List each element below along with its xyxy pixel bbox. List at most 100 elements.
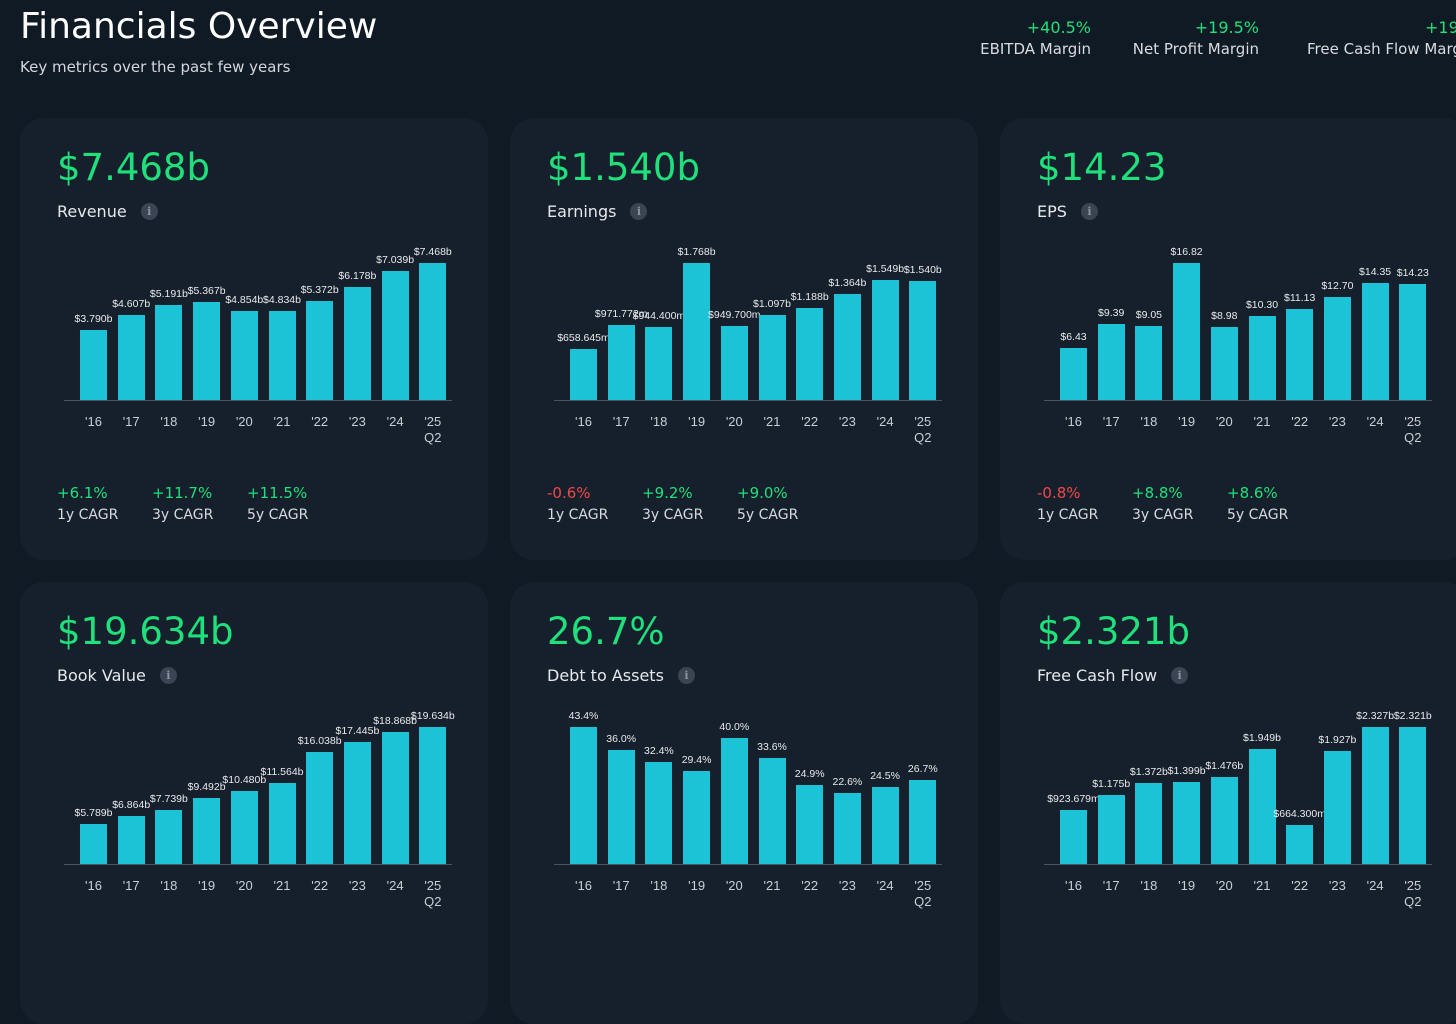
chart-axis [1044, 864, 1432, 865]
chart-bar[interactable] [343, 742, 371, 864]
cagr-3y: +11.7% 3y CAGR [152, 484, 213, 523]
chart-bar[interactable] [1135, 783, 1163, 864]
chart-bar[interactable] [419, 727, 447, 864]
chart-bar[interactable] [1210, 326, 1238, 400]
chart-bar[interactable] [193, 797, 221, 864]
bar-value-label: $1.927b [1318, 733, 1357, 746]
tick-year: '23 [838, 878, 856, 893]
bar-value-label: $9.492b [187, 780, 226, 793]
chart-bar[interactable] [1323, 296, 1351, 400]
chart-bar[interactable] [871, 786, 899, 864]
chart-bar[interactable] [80, 823, 107, 864]
cagr-label: 5y CAGR [737, 507, 799, 523]
chart-bar[interactable] [833, 792, 861, 864]
chart-bar[interactable] [1361, 283, 1389, 400]
info-icon[interactable]: i [677, 667, 695, 684]
cagr-value: +8.6% [1227, 484, 1278, 502]
chart-bar[interactable] [871, 279, 899, 400]
bar-value-label: $1.549b [866, 262, 905, 275]
chart-bar[interactable] [306, 752, 334, 864]
chart-bar[interactable] [796, 785, 824, 864]
bar-value-label: $658.645m [557, 331, 610, 344]
chart-bar[interactable] [607, 750, 635, 864]
x-tick-label: '22 [790, 414, 830, 430]
chart-bar[interactable] [570, 348, 597, 400]
x-tick-label: '24 [865, 878, 905, 894]
chart-bar[interactable] [1323, 750, 1351, 864]
chart-bar[interactable] [117, 816, 145, 864]
card-eps: $14.23 EPS i $6.43 '16 $9.39 '17 $9.05 '18 $16.82… [1000, 118, 1456, 560]
x-tick-label: '22 [790, 878, 830, 894]
chart-bar[interactable] [1060, 809, 1087, 864]
chart-bar[interactable] [1286, 309, 1314, 400]
info-icon[interactable]: i [159, 667, 177, 684]
chart-bar[interactable] [381, 270, 409, 400]
chart-bar[interactable] [720, 326, 748, 400]
chart-bar[interactable] [1286, 824, 1314, 864]
chart-bar[interactable] [268, 783, 296, 864]
chart-bar[interactable] [833, 294, 861, 400]
chart-bar[interactable] [1060, 347, 1087, 400]
chart-bar[interactable] [683, 771, 711, 864]
tick-year: '21 [763, 878, 781, 893]
chart-bar[interactable] [1173, 781, 1201, 864]
chart-bar[interactable] [607, 324, 635, 400]
chart-bar[interactable] [306, 301, 334, 400]
chart-bar[interactable] [909, 280, 937, 400]
bar-value-label: $6.178b [338, 269, 377, 282]
tick-year: '21 [1253, 878, 1271, 893]
chart-bar[interactable] [1097, 323, 1125, 400]
x-tick-label: '22 [1280, 414, 1320, 430]
info-icon[interactable]: i [140, 203, 158, 220]
tick-year: '20 [725, 414, 743, 429]
cagr-value: +8.8% [1132, 484, 1183, 502]
cagr-label: 5y CAGR [1227, 507, 1289, 523]
chart-bar[interactable] [1248, 749, 1276, 864]
chart-bar[interactable] [230, 310, 258, 400]
card-earnings: $1.540b Earnings i $658.645m '16 $971.772m '17… [510, 118, 978, 560]
chart-bar[interactable] [1097, 794, 1125, 864]
bar-value-label: $10.480b [222, 773, 267, 786]
chart-bar[interactable] [80, 330, 107, 400]
x-tick-label: '22 [300, 414, 340, 430]
info-icon[interactable]: i [1171, 667, 1189, 684]
info-icon[interactable]: i [1080, 203, 1098, 220]
chart-bar[interactable] [796, 307, 824, 400]
info-icon[interactable]: i [630, 203, 648, 220]
tick-year: '18 [160, 414, 178, 429]
bar-value-label: 36.0% [606, 733, 637, 746]
chart-bar[interactable] [683, 263, 711, 400]
chart-bar[interactable] [1173, 263, 1201, 400]
chart-bar[interactable] [758, 757, 786, 864]
x-tick-label: '19 [187, 414, 227, 430]
x-tick-label: '21 [1242, 414, 1282, 430]
chart-bar[interactable] [117, 315, 145, 400]
chart-bar[interactable] [1248, 316, 1276, 400]
chart-bar[interactable] [230, 790, 258, 864]
card-title-text: Free Cash Flow [1037, 666, 1158, 685]
chart-bar[interactable] [1135, 326, 1163, 400]
chart-bar[interactable] [155, 809, 183, 864]
chart-bar[interactable] [268, 311, 296, 400]
tick-year: '20 [235, 878, 253, 893]
chart-bar[interactable] [1399, 727, 1427, 864]
chart-bar[interactable] [1210, 777, 1238, 864]
chart-bar[interactable] [645, 761, 673, 864]
metric-value: +19.5% [1194, 18, 1259, 37]
cagr-3y: +8.8% 3y CAGR [1132, 484, 1193, 523]
chart-bar[interactable] [193, 301, 221, 400]
x-tick-label: '22 [300, 878, 340, 894]
chart-bar[interactable] [570, 727, 597, 864]
chart-bar[interactable] [381, 732, 409, 864]
chart-bar[interactable] [343, 286, 371, 400]
chart-bar[interactable] [1399, 284, 1427, 400]
chart-bar[interactable] [1361, 727, 1389, 864]
tick-year: '20 [1215, 878, 1233, 893]
page-title: Financials Overview [20, 6, 378, 47]
chart-bar[interactable] [909, 779, 937, 864]
chart-bar[interactable] [645, 326, 673, 400]
chart-bar[interactable] [758, 314, 786, 400]
chart-bar[interactable] [419, 263, 447, 400]
chart-bar[interactable] [155, 304, 183, 400]
chart-bar[interactable] [720, 737, 748, 864]
